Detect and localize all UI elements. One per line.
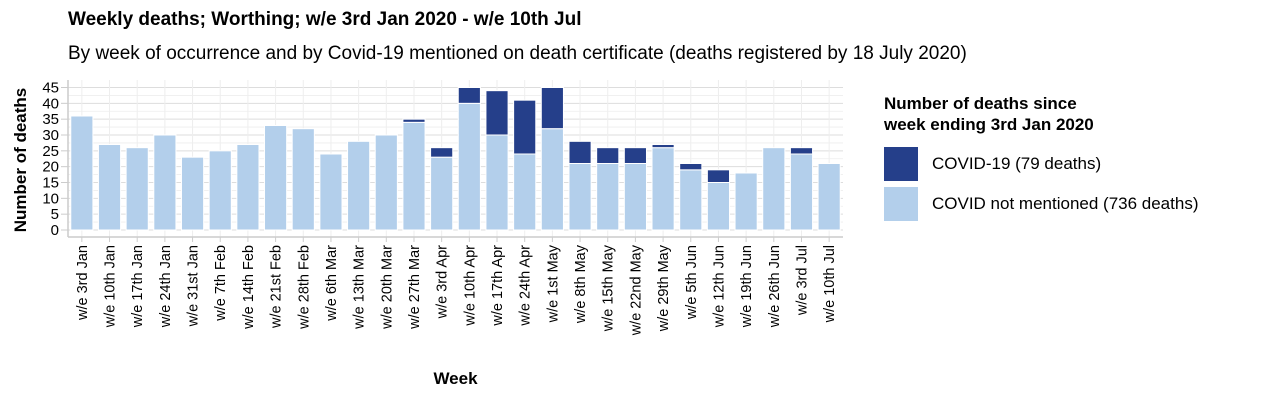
bar-covid <box>485 90 509 136</box>
bar-not-mentioned <box>513 153 537 231</box>
x-axis-title: Week <box>433 369 478 388</box>
bar-covid <box>706 169 731 183</box>
y-tick-label: 45 <box>42 80 59 97</box>
legend-label-covid: COVID-19 (79 deaths) <box>932 154 1102 173</box>
bar-not-mentioned <box>374 134 398 231</box>
bar-covid <box>540 87 564 130</box>
bar-not-mentioned <box>319 153 343 231</box>
x-tick-label: w/e 10th Jul <box>822 245 838 323</box>
x-tick-label: w/e 13th Mar <box>352 245 368 330</box>
bar-not-mentioned <box>540 128 564 231</box>
x-tick-label: w/e 19th Jun <box>739 245 755 328</box>
x-tick-label: w/e 24th Apr <box>518 245 534 327</box>
bar-not-mentioned <box>430 156 454 231</box>
bar-covid <box>457 87 481 104</box>
x-tick-label: w/e 15th May <box>601 244 617 332</box>
bar-not-mentioned <box>208 150 232 231</box>
bar-covid <box>402 118 426 123</box>
bar-not-mentioned <box>817 163 841 231</box>
chart-title: Weekly deaths; Worthing; w/e 3rd Jan 202… <box>68 9 582 30</box>
x-tick-label: w/e 3rd Jul <box>794 245 810 316</box>
y-axis-title: Number of deaths <box>11 88 30 233</box>
legend-title-line-2: week ending 3rd Jan 2020 <box>884 115 1094 134</box>
y-tick-label: 5 <box>51 206 59 223</box>
x-tick-label: w/e 20th Mar <box>379 245 395 330</box>
x-tick-label: w/e 1st May <box>545 244 561 323</box>
legend: Number of deaths since week ending 3rd J… <box>884 93 1198 221</box>
x-tick-label: w/e 8th May <box>573 244 589 324</box>
x-tick-label: w/e 31st Jan <box>186 245 202 327</box>
x-tick-label: w/e 28th Feb <box>296 245 312 330</box>
legend-item-covid: COVID-19 (79 deaths) <box>884 147 1101 181</box>
legend-title: Number of deaths since week ending 3rd J… <box>884 93 1184 135</box>
x-tick-label: w/e 27th Mar <box>407 245 423 330</box>
bar-covid <box>513 99 537 155</box>
x-tick-label: w/e 7th Feb <box>213 245 229 322</box>
bar-not-mentioned <box>651 147 675 231</box>
bar-not-mentioned <box>153 134 177 231</box>
y-tick-label: 25 <box>42 143 59 160</box>
bar-not-mentioned <box>402 121 426 231</box>
x-tick-label: w/e 5th Jun <box>684 245 700 320</box>
legend-swatch-covid <box>884 147 918 181</box>
bar-not-mentioned <box>97 144 122 231</box>
chart-subtitle: By week of occurrence and by Covid-19 me… <box>68 43 967 64</box>
bar-not-mentioned <box>596 163 620 231</box>
bar-not-mentioned <box>291 128 315 231</box>
bar-not-mentioned <box>485 134 509 231</box>
x-tick-label: w/e 17th Apr <box>490 245 506 327</box>
bar-covid <box>568 140 592 164</box>
y-tick-label: 35 <box>42 111 59 128</box>
x-tick-label: w/e 10th Jan <box>103 245 119 328</box>
y-tick-label: 30 <box>42 127 59 144</box>
y-tick-label: 10 <box>42 190 59 207</box>
y-tick-label: 15 <box>42 175 59 192</box>
x-tick-label: w/e 24th Jan <box>158 245 174 328</box>
bar-covid <box>430 147 454 158</box>
x-tick-label: w/e 6th Mar <box>324 245 340 322</box>
x-tick-label: w/e 29th May <box>656 244 672 332</box>
bar-not-mentioned <box>457 102 481 231</box>
x-tick-label: w/e 3rd Apr <box>435 245 451 320</box>
y-tick-label: 40 <box>42 95 59 112</box>
x-tick-label: w/e 12th Jun <box>711 245 727 328</box>
bar-not-mentioned <box>180 156 205 231</box>
bar-not-mentioned <box>568 163 592 231</box>
bar-not-mentioned <box>706 182 731 231</box>
bar-covid <box>596 147 620 165</box>
bar-not-mentioned <box>347 140 371 231</box>
bar-not-mentioned <box>762 147 786 231</box>
legend-item-not-mentioned: COVID not mentioned (736 deaths) <box>884 187 1198 221</box>
y-tick-label: 20 <box>42 159 59 176</box>
bar-not-mentioned <box>623 163 647 231</box>
bar-not-mentioned <box>70 115 94 231</box>
x-tick-label: w/e 3rd Jan <box>75 245 91 321</box>
x-tick-label: w/e 17th Jan <box>130 245 146 328</box>
bar-not-mentioned <box>789 153 814 231</box>
bar-not-mentioned <box>236 144 260 231</box>
bar-not-mentioned <box>264 125 288 231</box>
x-tick-label: w/e 22nd May <box>628 244 644 336</box>
x-tick-label: w/e 21st Feb <box>269 245 285 329</box>
bar-covid <box>789 147 814 155</box>
legend-swatch-not-mentioned <box>884 187 918 221</box>
legend-title-line-1: Number of deaths since <box>884 94 1077 113</box>
bar-not-mentioned <box>679 169 703 231</box>
bar-covid <box>651 144 675 149</box>
bar-not-mentioned <box>125 147 149 231</box>
x-tick-label: w/e 10th Apr <box>462 245 478 327</box>
bar-covid <box>623 147 647 165</box>
bar-covid <box>679 163 703 171</box>
legend-label-not-mentioned: COVID not mentioned (736 deaths) <box>932 194 1199 213</box>
y-tick-label: 0 <box>51 222 59 239</box>
bar-not-mentioned <box>734 172 758 231</box>
x-tick-label: w/e 26th Jun <box>767 245 783 328</box>
x-tick-label: w/e 14th Feb <box>241 245 257 330</box>
